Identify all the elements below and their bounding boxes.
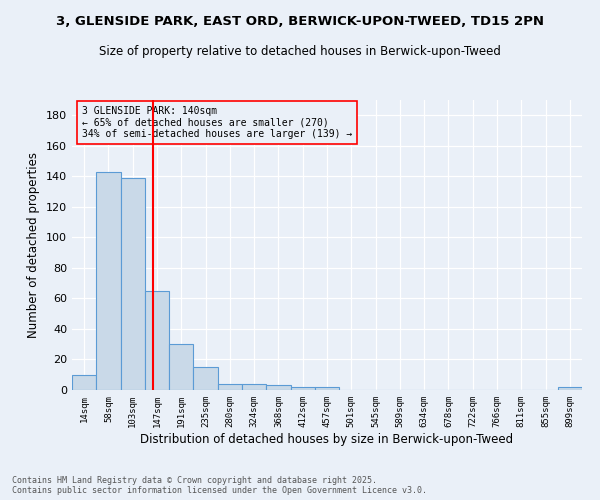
Bar [242,384,266,390]
Bar [218,384,242,390]
Bar [558,387,582,390]
Bar [72,374,96,390]
Bar [96,172,121,390]
Bar [169,344,193,390]
Bar [121,178,145,390]
Y-axis label: Number of detached properties: Number of detached properties [28,152,40,338]
Text: 3 GLENSIDE PARK: 140sqm
← 65% of detached houses are smaller (270)
34% of semi-d: 3 GLENSIDE PARK: 140sqm ← 65% of detache… [82,106,352,139]
Bar [145,291,169,390]
Bar [193,367,218,390]
Bar [315,387,339,390]
Bar [266,386,290,390]
Text: Contains HM Land Registry data © Crown copyright and database right 2025.
Contai: Contains HM Land Registry data © Crown c… [12,476,427,495]
X-axis label: Distribution of detached houses by size in Berwick-upon-Tweed: Distribution of detached houses by size … [140,432,514,446]
Text: Size of property relative to detached houses in Berwick-upon-Tweed: Size of property relative to detached ho… [99,45,501,58]
Text: 3, GLENSIDE PARK, EAST ORD, BERWICK-UPON-TWEED, TD15 2PN: 3, GLENSIDE PARK, EAST ORD, BERWICK-UPON… [56,15,544,28]
Bar [290,387,315,390]
